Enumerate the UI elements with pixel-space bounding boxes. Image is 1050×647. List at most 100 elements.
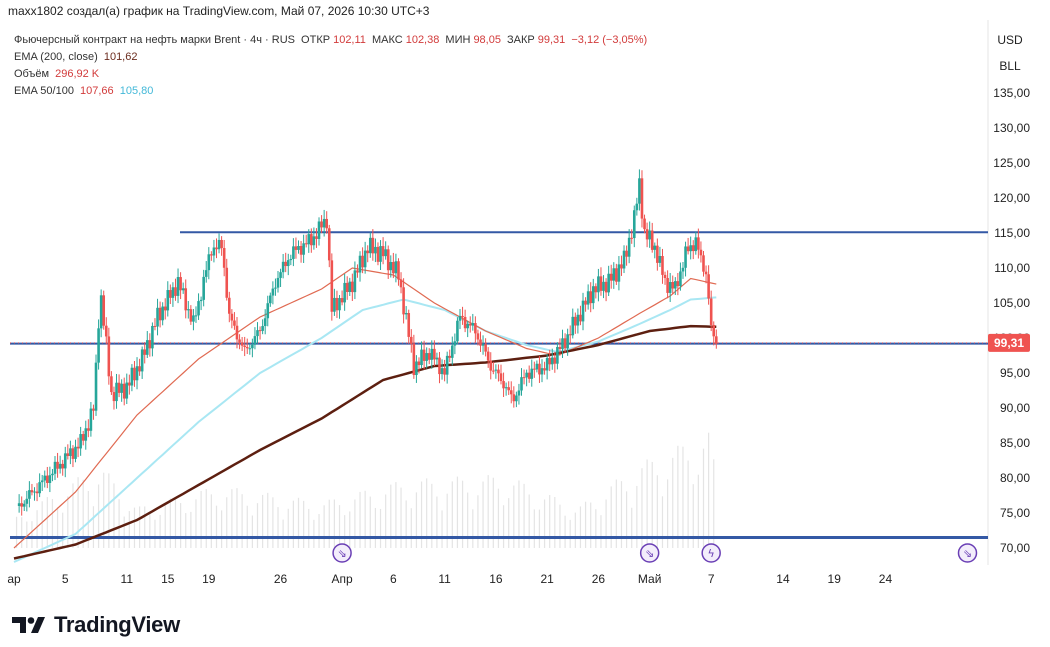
- candle-body: [48, 475, 52, 483]
- legend-volume-row[interactable]: Объём 296,92 K: [14, 66, 650, 83]
- y-tick-label: 70,00: [1000, 541, 1030, 555]
- volume-bar: [272, 497, 274, 548]
- x-tick-label: 26: [274, 572, 288, 586]
- candle-body: [92, 408, 95, 411]
- candle-body: [40, 480, 44, 483]
- volume-bar: [297, 497, 300, 548]
- volume-bar: [600, 515, 602, 548]
- legend-symbol-row[interactable]: Фьючерсный контракт на нефть марки Brent…: [14, 32, 650, 49]
- candle-body: [389, 262, 393, 271]
- volume-bar: [672, 457, 674, 548]
- candle-body: [179, 277, 182, 291]
- candle-body: [189, 309, 193, 322]
- volume-bar: [354, 499, 356, 548]
- volume-bar: [620, 481, 623, 548]
- volume-bar: [185, 513, 187, 548]
- y-tick-label: 85,00: [1000, 436, 1030, 450]
- candle-body: [568, 334, 572, 336]
- volume-bar: [287, 508, 289, 548]
- volume-bar: [538, 509, 541, 548]
- ema200-value: 101,62: [103, 51, 138, 63]
- candle-body: [394, 261, 398, 274]
- legend-ema50100-row[interactable]: EMA 50/100 107,66 105,80: [14, 83, 650, 100]
- candle-body: [133, 367, 136, 381]
- candle-body: [315, 236, 318, 239]
- volume-bar: [313, 519, 315, 548]
- volume-bar: [595, 509, 597, 548]
- volume-bar: [36, 510, 38, 548]
- volume-bar: [21, 517, 23, 548]
- volume-bar: [641, 468, 643, 548]
- candle-body: [304, 243, 308, 245]
- candle-body: [615, 268, 618, 282]
- legend-ema200-row[interactable]: EMA (200, close) 101,62: [14, 49, 650, 66]
- volume-bar: [687, 460, 689, 548]
- candle-body: [76, 446, 80, 449]
- currency-label[interactable]: USD: [997, 33, 1023, 47]
- x-tick-label: 24: [879, 572, 893, 586]
- volume-bar: [610, 486, 612, 548]
- volume-bar: [103, 472, 105, 548]
- candle-body: [343, 282, 346, 303]
- candle-body: [125, 382, 129, 399]
- candle-body: [122, 383, 126, 399]
- candle-body: [176, 277, 180, 296]
- candle-body: [607, 273, 610, 293]
- candle-body: [256, 330, 259, 337]
- candle-body: [443, 368, 446, 375]
- candle-body: [335, 297, 339, 311]
- candle-body: [458, 315, 462, 321]
- candle-body: [586, 291, 590, 305]
- volume-bar: [41, 501, 43, 548]
- candle-body: [681, 267, 685, 272]
- candle-body: [535, 363, 539, 370]
- candle-body: [81, 434, 85, 441]
- earnings-event-icon[interactable]: [957, 543, 978, 563]
- volume-bar: [467, 492, 469, 548]
- candle-body: [322, 218, 326, 228]
- candle-body: [230, 313, 234, 321]
- candle-body: [694, 237, 698, 252]
- candle-body: [35, 491, 39, 494]
- x-tick-label: 15: [161, 572, 175, 586]
- candle-body: [697, 237, 700, 250]
- candle-body: [66, 453, 70, 457]
- candle-body: [512, 394, 516, 402]
- event-marker-glyph: ⇘: [963, 547, 972, 560]
- candle-body: [422, 349, 426, 361]
- x-tick-label: 14: [776, 572, 790, 586]
- volume-bar: [87, 491, 89, 548]
- candle-body: [540, 368, 544, 375]
- candle-body: [515, 395, 518, 402]
- x-tick-label: 11: [121, 572, 134, 586]
- volume-bar: [67, 496, 69, 548]
- candle-body: [69, 448, 72, 457]
- candle-body: [597, 276, 600, 293]
- candle-body: [433, 348, 436, 360]
- earnings-event-icon[interactable]: [639, 543, 660, 563]
- volume-bar: [256, 503, 259, 548]
- volume-bar: [190, 511, 192, 548]
- candle-body: [43, 475, 47, 481]
- ema50-value: 107,66: [80, 85, 114, 97]
- candle-body: [702, 255, 705, 272]
- y-tick-label: 115,00: [994, 226, 1030, 240]
- candle-body: [251, 344, 254, 349]
- candle-body: [671, 282, 675, 289]
- dividend-event-icon[interactable]: [701, 543, 721, 563]
- candle-body: [407, 313, 411, 337]
- x-tick-label: 11: [438, 572, 451, 586]
- candle-body: [638, 178, 641, 204]
- earnings-event-icon[interactable]: [332, 543, 352, 563]
- unit-label[interactable]: BLL: [999, 59, 1021, 73]
- volume-bar: [543, 499, 546, 548]
- candle-body: [522, 377, 526, 379]
- candle-body: [163, 306, 167, 311]
- candle-body: [338, 298, 341, 311]
- candle-body: [581, 300, 585, 322]
- candle-body: [353, 270, 357, 293]
- tradingview-brand[interactable]: TradingView: [12, 612, 180, 638]
- volume-bar: [174, 497, 177, 548]
- volume-bar: [615, 479, 617, 548]
